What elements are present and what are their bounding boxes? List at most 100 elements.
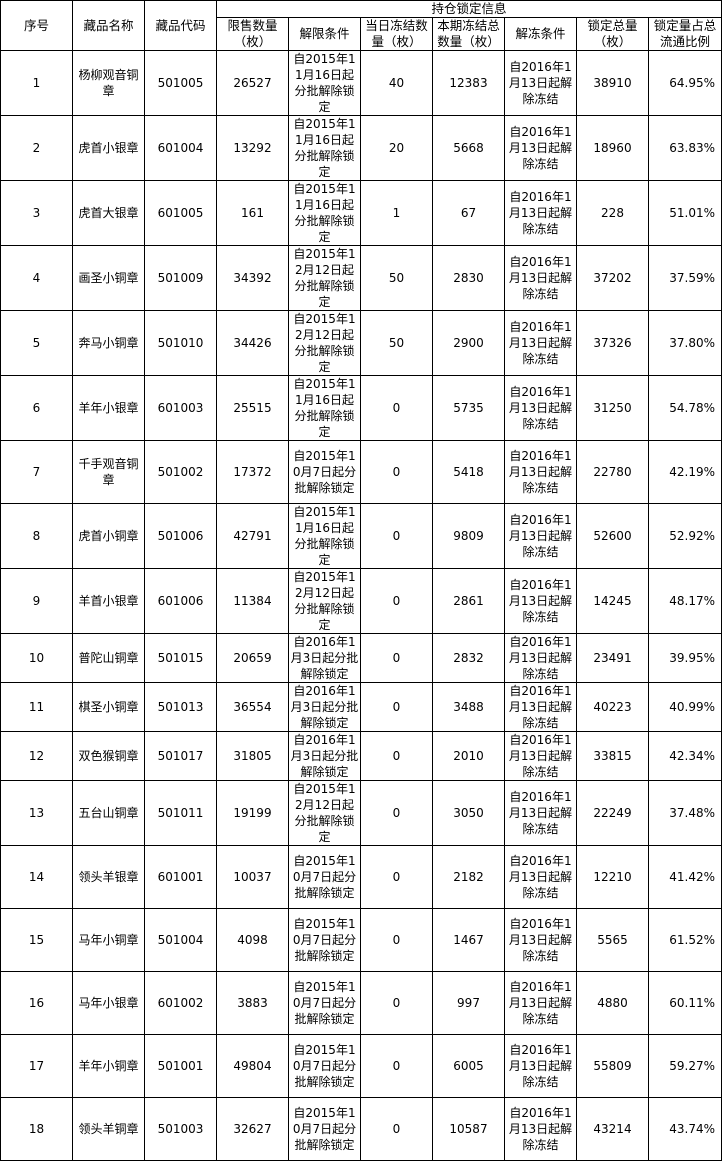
cell-total-locked: 52600 <box>576 503 649 569</box>
cell-restricted-qty: 31805 <box>216 731 289 781</box>
table-row: 1 杨柳观音铜章 501005 26527 自2015年11月16日起分批解除锁定 40 1… <box>0 50 723 116</box>
cell-release-condition: 自2015年12月12日起分批解除锁定 <box>288 245 361 311</box>
cell-index: 11 <box>0 682 73 732</box>
cell-locked-ratio: 60.11% <box>647 971 723 1035</box>
cell-code: 501011 <box>144 780 217 846</box>
table-body: 1 杨柳观音铜章 501005 26527 自2015年11月16日起分批解除锁定 40 1… <box>0 50 723 1161</box>
table-row: 7 千手观音铜章 501002 17372 自2015年10月7日起分批解除锁定 0 541… <box>0 440 723 504</box>
cell-unfreeze-condition: 自2016年1月13日起解除冻结 <box>504 310 577 376</box>
table-row: 4 画圣小铜章 501009 34392 自2015年12月12日起分批解除锁定 50 28… <box>0 245 723 311</box>
cell-locked-ratio: 64.95% <box>647 50 723 116</box>
cell-restricted-qty: 42791 <box>216 503 289 569</box>
col-header-restricted-qty: 限售数量（枚） <box>216 17 289 51</box>
cell-daily-frozen: 0 <box>360 503 433 569</box>
cell-period-frozen: 2861 <box>432 568 505 634</box>
cell-code: 601002 <box>144 971 217 1035</box>
cell-index: 18 <box>0 1097 73 1161</box>
cell-daily-frozen: 0 <box>360 908 433 972</box>
table-row: 17 羊年小铜章 501001 49804 自2015年10月7日起分批解除锁定 0 600… <box>0 1034 723 1098</box>
cell-locked-ratio: 61.52% <box>647 908 723 972</box>
cell-daily-frozen: 40 <box>360 50 433 116</box>
cell-release-condition: 自2015年10月7日起分批解除锁定 <box>288 1034 361 1098</box>
cell-code: 601003 <box>144 375 217 441</box>
cell-unfreeze-condition: 自2016年1月13日起解除冻结 <box>504 971 577 1035</box>
cell-code: 501009 <box>144 245 217 311</box>
cell-restricted-qty: 36554 <box>216 682 289 732</box>
cell-period-frozen: 3488 <box>432 682 505 732</box>
table-row: 16 马年小银章 601002 3883 自2015年10月7日起分批解除锁定 0 997 自… <box>0 971 723 1035</box>
cell-index: 12 <box>0 731 73 781</box>
cell-locked-ratio: 39.95% <box>647 633 723 683</box>
cell-code: 601005 <box>144 180 217 246</box>
table-row: 14 领头羊银章 601001 10037 自2015年10月7日起分批解除锁定 0 218… <box>0 845 723 909</box>
table-row: 2 虎首小银章 601004 13292 自2015年11月16日起分批解除锁定 20 56… <box>0 115 723 181</box>
cell-code: 501005 <box>144 50 217 116</box>
cell-name: 虎首小铜章 <box>72 503 145 569</box>
cell-index: 1 <box>0 50 73 116</box>
cell-index: 17 <box>0 1034 73 1098</box>
cell-release-condition: 自2015年10月7日起分批解除锁定 <box>288 845 361 909</box>
cell-daily-frozen: 0 <box>360 1034 433 1098</box>
cell-release-condition: 自2015年11月16日起分批解除锁定 <box>288 50 361 116</box>
cell-name: 领头羊银章 <box>72 845 145 909</box>
cell-locked-ratio: 48.17% <box>647 568 723 634</box>
table-row: 18 领头羊铜章 501003 32627 自2015年10月7日起分批解除锁定 0 105… <box>0 1097 723 1161</box>
cell-period-frozen: 12383 <box>432 50 505 116</box>
cell-index: 5 <box>0 310 73 376</box>
cell-total-locked: 14245 <box>576 568 649 634</box>
cell-release-condition: 自2016年1月3日起分批解除锁定 <box>288 731 361 781</box>
col-header-index: 序号 <box>0 0 73 51</box>
table-row: 6 羊年小银章 601003 25515 自2015年11月16日起分批解除锁定 0 573… <box>0 375 723 441</box>
col-header-daily-frozen: 当日冻结数量（枚） <box>360 17 433 51</box>
cell-period-frozen: 2010 <box>432 731 505 781</box>
col-group-lock-info: 持仓锁定信息 <box>215 0 723 18</box>
cell-total-locked: 4880 <box>576 971 649 1035</box>
cell-unfreeze-condition: 自2016年1月13日起解除冻结 <box>504 908 577 972</box>
table-row: 13 五台山铜章 501011 19199 自2015年12月12日起分批解除锁定 0 30… <box>0 780 723 846</box>
cell-period-frozen: 997 <box>432 971 505 1035</box>
col-header-period-frozen: 本期冻结总数量（枚） <box>432 17 505 51</box>
cell-locked-ratio: 37.48% <box>647 780 723 846</box>
cell-daily-frozen: 0 <box>360 845 433 909</box>
cell-name: 千手观音铜章 <box>72 440 145 504</box>
cell-period-frozen: 9809 <box>432 503 505 569</box>
cell-index: 8 <box>0 503 73 569</box>
cell-total-locked: 40223 <box>576 682 649 732</box>
cell-total-locked: 31250 <box>576 375 649 441</box>
col-header-release-condition: 解限条件 <box>288 17 361 51</box>
cell-name: 普陀山铜章 <box>72 633 145 683</box>
cell-daily-frozen: 0 <box>360 1097 433 1161</box>
table-row: 12 双色猴铜章 501017 31805 自2016年1月3日起分批解除锁定 0 2010… <box>0 731 723 781</box>
cell-restricted-qty: 32627 <box>216 1097 289 1161</box>
cell-name: 杨柳观音铜章 <box>72 50 145 116</box>
cell-daily-frozen: 0 <box>360 780 433 846</box>
cell-period-frozen: 5418 <box>432 440 505 504</box>
cell-locked-ratio: 42.34% <box>647 731 723 781</box>
cell-total-locked: 43214 <box>576 1097 649 1161</box>
cell-period-frozen: 6005 <box>432 1034 505 1098</box>
cell-code: 601004 <box>144 115 217 181</box>
cell-locked-ratio: 63.83% <box>647 115 723 181</box>
cell-code: 501013 <box>144 682 217 732</box>
cell-unfreeze-condition: 自2016年1月13日起解除冻结 <box>504 568 577 634</box>
cell-index: 13 <box>0 780 73 846</box>
cell-release-condition: 自2015年10月7日起分批解除锁定 <box>288 908 361 972</box>
cell-total-locked: 38910 <box>576 50 649 116</box>
cell-release-condition: 自2015年10月7日起分批解除锁定 <box>288 1097 361 1161</box>
cell-unfreeze-condition: 自2016年1月13日起解除冻结 <box>504 115 577 181</box>
cell-name: 马年小银章 <box>72 971 145 1035</box>
table-row: 10 普陀山铜章 501015 20659 自2016年1月3日起分批解除锁定 0 2832… <box>0 633 723 683</box>
cell-locked-ratio: 42.19% <box>647 440 723 504</box>
cell-unfreeze-condition: 自2016年1月13日起解除冻结 <box>504 50 577 116</box>
cell-total-locked: 37326 <box>576 310 649 376</box>
cell-code: 501015 <box>144 633 217 683</box>
cell-code: 601006 <box>144 568 217 634</box>
cell-release-condition: 自2015年11月16日起分批解除锁定 <box>288 180 361 246</box>
cell-locked-ratio: 43.74% <box>647 1097 723 1161</box>
cell-locked-ratio: 41.42% <box>647 845 723 909</box>
cell-period-frozen: 2832 <box>432 633 505 683</box>
cell-code: 601001 <box>144 845 217 909</box>
cell-daily-frozen: 0 <box>360 971 433 1035</box>
col-header-locked-ratio: 锁定量占总流通比例 <box>647 17 723 51</box>
cell-period-frozen: 2182 <box>432 845 505 909</box>
